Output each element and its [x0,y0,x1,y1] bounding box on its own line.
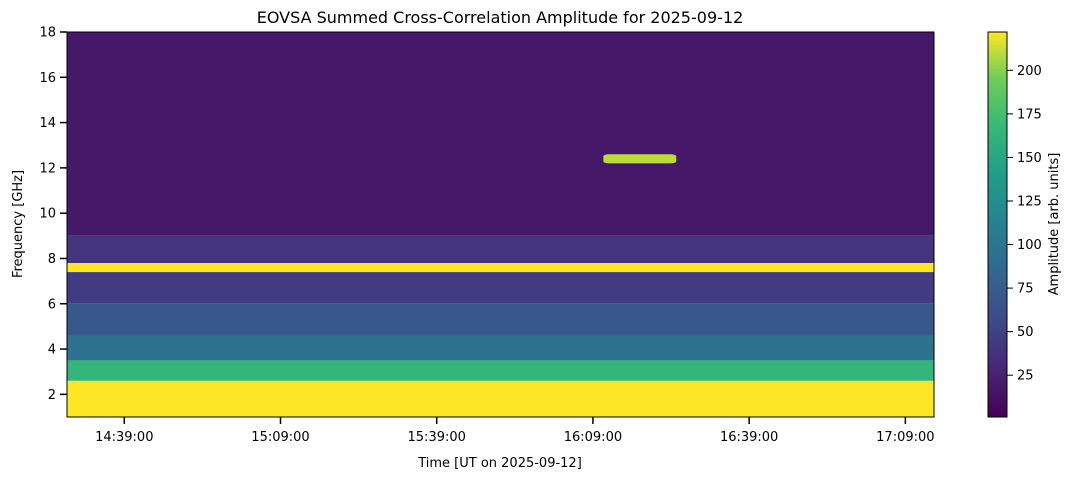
x-axis-ticks: 14:39:00 15:09:00 15:39:00 16:09:00 16:39:00… [95,417,935,445]
heatmap-band-0 [67,380,934,417]
heatmap-band-8 [603,154,677,164]
heatmap-band-5 [67,263,934,273]
y-tick-label-0: 2 [48,388,56,403]
colorbar [987,31,1008,418]
x-tick-label-1: 15:09:00 [251,430,309,445]
x-tick-label-2: 15:39:00 [408,430,466,445]
heatmap-band-2 [67,335,934,361]
x-axis-label: Time [UT on 2025-09-12] [417,456,582,471]
x-tick-label-3: 16:09:00 [564,430,622,445]
colorbar-tick-label-3: 100 [1017,238,1042,253]
colorbar-tick-label-5: 150 [1017,151,1042,166]
colorbar-ticks: 25 50 75 100 125 150 175 200 [1007,64,1042,384]
heatmap-band-4 [67,272,934,304]
x-tick-label-4: 16:39:00 [720,430,778,445]
colorbar-tick-label-1: 50 [1017,325,1034,340]
y-tick-label-6: 14 [39,116,56,131]
heatmap-band-6 [67,235,934,263]
colorbar-tick-label-7: 200 [1017,64,1042,79]
y-tick-label-8: 18 [39,26,56,41]
colorbar-tick-label-2: 75 [1017,282,1034,297]
x-tick-label-0: 14:39:00 [95,430,153,445]
y-tick-label-4: 10 [39,207,56,222]
y-tick-label-7: 16 [39,71,56,86]
y-tick-label-1: 4 [48,343,56,358]
colorbar-tick-label-4: 125 [1017,194,1042,209]
spectrogram-heatmap [67,32,934,417]
y-tick-label-5: 12 [39,161,56,176]
y-axis-ticks: 2 4 6 8 10 12 14 16 18 [39,26,67,403]
y-tick-label-3: 8 [48,252,56,267]
chart-title: EOVSA Summed Cross-Correlation Amplitude… [257,8,744,27]
plot-frame [66,31,935,418]
colorbar-tick-label-6: 175 [1017,107,1042,122]
y-tick-label-2: 6 [48,297,56,312]
heatmap-band-1 [67,360,934,381]
heatmap-band-3 [67,303,934,336]
x-tick-label-5: 17:09:00 [876,430,934,445]
y-axis-label: Frequency [GHz] [11,170,26,278]
colorbar-tick-label-0: 25 [1017,369,1034,384]
colorbar-label: Amplitude [arb. units] [1047,153,1062,296]
heatmap-band-7 [67,32,934,236]
